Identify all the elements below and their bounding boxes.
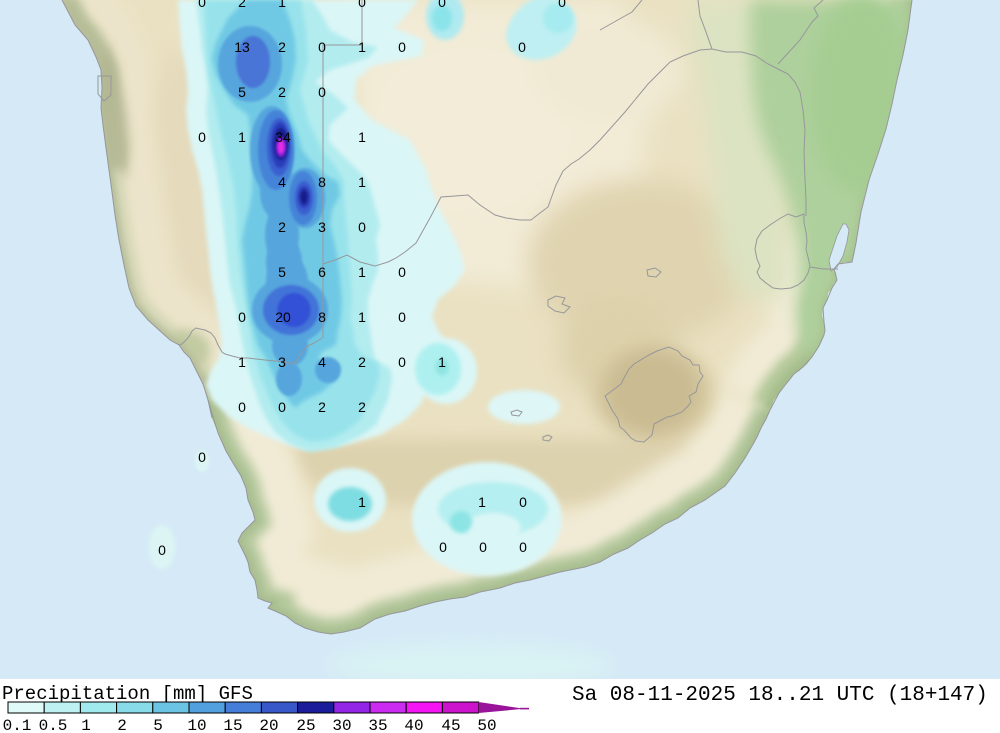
svg-text:1: 1	[358, 39, 366, 55]
svg-text:0: 0	[198, 0, 206, 10]
svg-text:1: 1	[278, 0, 286, 10]
svg-text:0: 0	[318, 39, 326, 55]
svg-text:6: 6	[318, 264, 326, 280]
svg-text:2: 2	[117, 717, 127, 733]
svg-text:0: 0	[558, 0, 566, 10]
svg-text:30: 30	[332, 717, 351, 733]
svg-text:0: 0	[278, 399, 286, 415]
svg-text:34: 34	[275, 129, 291, 145]
svg-text:35: 35	[368, 717, 387, 733]
svg-text:2: 2	[238, 0, 246, 10]
svg-text:Precipitation [mm] GFS: Precipitation [mm] GFS	[2, 683, 253, 705]
svg-text:2: 2	[358, 354, 366, 370]
svg-text:5: 5	[153, 717, 163, 733]
svg-text:0.5: 0.5	[39, 717, 68, 733]
svg-text:1: 1	[238, 354, 246, 370]
svg-text:3: 3	[318, 219, 326, 235]
svg-text:2: 2	[278, 84, 286, 100]
svg-text:1: 1	[478, 494, 486, 510]
svg-text:0: 0	[198, 129, 206, 145]
svg-text:0: 0	[519, 494, 527, 510]
svg-text:0: 0	[198, 449, 206, 465]
svg-text:1: 1	[358, 309, 366, 325]
svg-text:1: 1	[438, 354, 446, 370]
svg-text:0.1: 0.1	[3, 717, 32, 733]
svg-text:0: 0	[479, 539, 487, 555]
svg-text:0: 0	[439, 539, 447, 555]
svg-text:0: 0	[398, 309, 406, 325]
svg-text:0: 0	[158, 542, 166, 558]
svg-text:1: 1	[358, 494, 366, 510]
svg-text:5: 5	[238, 84, 246, 100]
svg-text:0: 0	[398, 39, 406, 55]
svg-text:2: 2	[358, 399, 366, 415]
svg-text:1: 1	[358, 174, 366, 190]
svg-text:1: 1	[81, 717, 91, 733]
svg-text:4: 4	[318, 354, 326, 370]
svg-text:0: 0	[238, 399, 246, 415]
svg-text:13: 13	[234, 39, 250, 55]
svg-text:8: 8	[318, 174, 326, 190]
svg-text:0: 0	[398, 354, 406, 370]
svg-text:0: 0	[238, 309, 246, 325]
svg-text:5: 5	[278, 264, 286, 280]
svg-text:20: 20	[275, 309, 291, 325]
svg-text:2: 2	[318, 399, 326, 415]
svg-text:3: 3	[278, 354, 286, 370]
svg-text:0: 0	[398, 264, 406, 280]
svg-text:15: 15	[223, 717, 242, 733]
svg-text:0: 0	[358, 0, 366, 10]
svg-text:Sa 08-11-2025 18..21 UTC (18+1: Sa 08-11-2025 18..21 UTC (18+147)	[572, 684, 988, 707]
svg-text:20: 20	[259, 717, 278, 733]
svg-text:10: 10	[187, 717, 206, 733]
svg-text:45: 45	[441, 717, 460, 733]
svg-text:2: 2	[278, 219, 286, 235]
svg-text:8: 8	[318, 309, 326, 325]
svg-text:0: 0	[438, 0, 446, 10]
svg-text:2: 2	[278, 39, 286, 55]
svg-text:0: 0	[519, 539, 527, 555]
svg-text:0: 0	[518, 39, 526, 55]
svg-text:1: 1	[358, 129, 366, 145]
svg-text:25: 25	[296, 717, 315, 733]
svg-text:4: 4	[278, 174, 286, 190]
svg-text:0: 0	[358, 219, 366, 235]
svg-text:1: 1	[238, 129, 246, 145]
svg-text:40: 40	[404, 717, 423, 733]
svg-text:50: 50	[477, 717, 496, 733]
svg-text:0: 0	[318, 84, 326, 100]
svg-text:1: 1	[358, 264, 366, 280]
